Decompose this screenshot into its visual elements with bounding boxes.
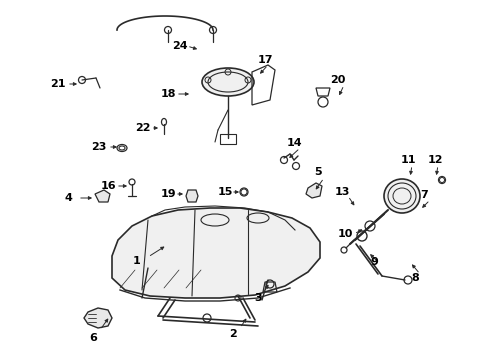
Text: 9: 9 [369,257,377,267]
Text: 17: 17 [257,55,272,65]
Text: 11: 11 [400,155,415,165]
Polygon shape [305,183,321,198]
Text: 23: 23 [91,142,106,152]
Polygon shape [95,190,110,202]
Ellipse shape [383,179,419,213]
Text: 2: 2 [229,329,236,339]
Text: 6: 6 [89,333,97,343]
Text: 22: 22 [135,123,150,133]
Polygon shape [185,190,198,202]
Text: 18: 18 [160,89,175,99]
Text: 20: 20 [329,75,345,85]
Text: 19: 19 [160,189,176,199]
Text: 13: 13 [334,187,349,197]
Text: 5: 5 [314,167,321,177]
Text: 21: 21 [50,79,65,89]
Text: 14: 14 [286,138,302,148]
Polygon shape [84,308,112,328]
Text: 10: 10 [337,229,352,239]
Text: 3: 3 [254,293,261,303]
Text: 4: 4 [64,193,72,203]
Text: 8: 8 [410,273,418,283]
Text: 16: 16 [100,181,116,191]
Text: 7: 7 [419,190,427,200]
Text: 24: 24 [172,41,187,51]
Text: 1: 1 [133,256,141,266]
Text: 15: 15 [217,187,232,197]
Text: 12: 12 [427,155,442,165]
Ellipse shape [202,68,253,96]
Polygon shape [112,208,319,298]
